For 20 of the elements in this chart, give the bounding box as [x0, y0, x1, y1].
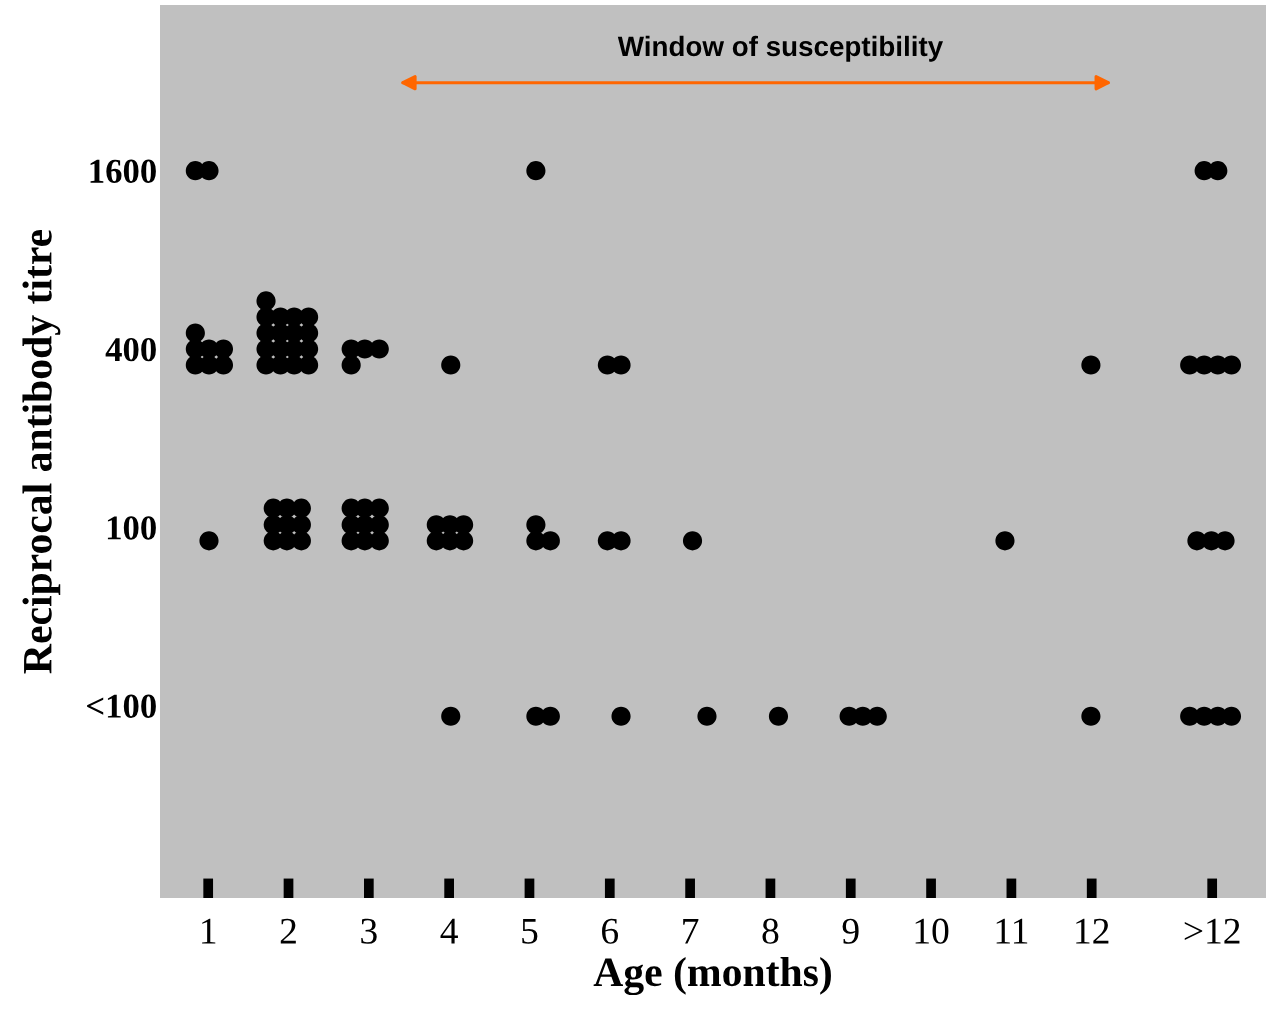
annotation: Window of susceptibility	[617, 35, 944, 62]
y-tick-label: 400	[105, 337, 156, 362]
y-tick-label: 1600	[90, 159, 156, 184]
x-tick-label: 2	[280, 918, 296, 944]
x-tick-label: 1	[202, 918, 216, 944]
y-axis-title: Reciprocal antibody titre	[22, 229, 61, 674]
x-tick-label: 11	[996, 918, 1028, 944]
x-tick-label: 8	[762, 918, 779, 944]
x-tick-label: 5	[522, 918, 538, 944]
x-tick-label: 3	[361, 918, 377, 944]
y-tick-label: <100	[87, 694, 156, 718]
x-tick-label: 6	[602, 918, 619, 944]
x-tick-label: 7	[683, 918, 699, 944]
x-tick-label: 12	[1076, 918, 1109, 944]
y-tick-label: 100	[107, 516, 156, 540]
x-tick-label: 10	[915, 918, 949, 944]
x-tick-label: >12	[1184, 918, 1240, 944]
x-tick-label: 9	[842, 918, 859, 944]
x-axis-title: Age (months)	[593, 957, 831, 996]
x-tick-label: 4	[440, 918, 458, 944]
